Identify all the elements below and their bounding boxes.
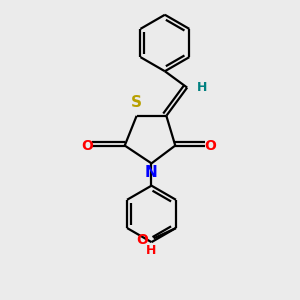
Text: O: O (81, 139, 93, 152)
Text: O: O (204, 139, 216, 152)
Text: O: O (136, 233, 148, 247)
Text: N: N (145, 165, 158, 180)
Text: H: H (197, 81, 207, 94)
Text: S: S (131, 95, 142, 110)
Text: H: H (146, 244, 156, 257)
